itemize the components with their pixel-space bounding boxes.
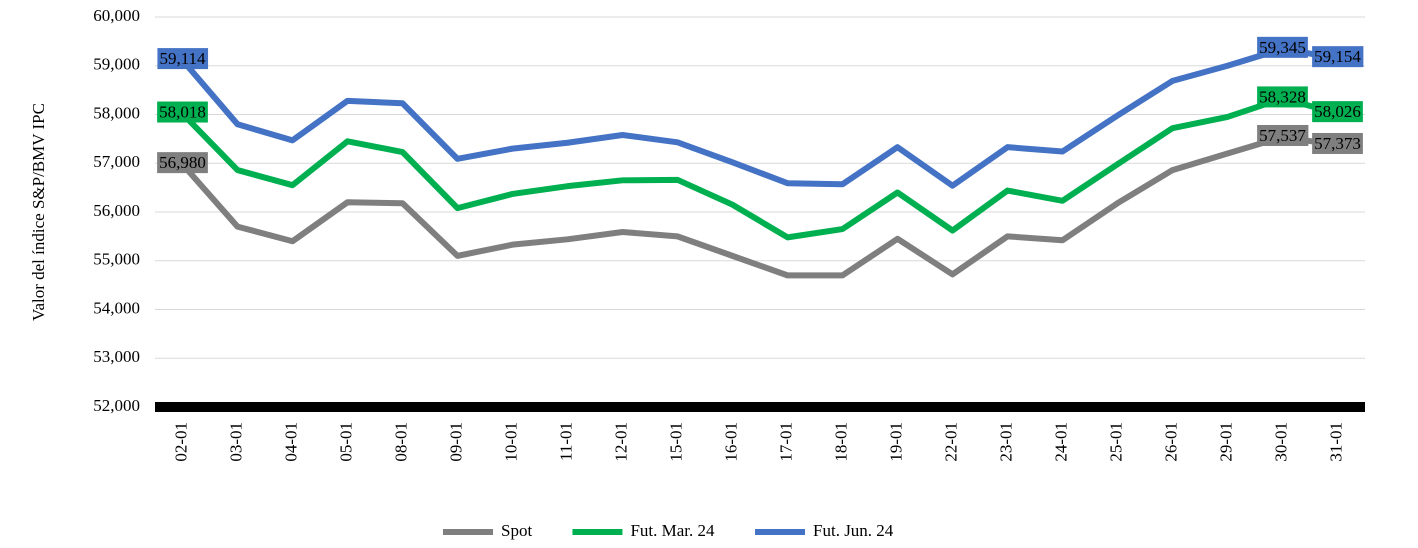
x-tick-label: 26-01 bbox=[1161, 422, 1180, 462]
y-tick-label: 60,000 bbox=[93, 6, 140, 25]
legend-label: Fut. Jun. 24 bbox=[813, 521, 894, 540]
data-label-text: 59,154 bbox=[1314, 47, 1361, 66]
data-label: 57,537 bbox=[1257, 124, 1309, 146]
y-tick-label: 55,000 bbox=[93, 250, 140, 269]
data-label-text: 56,980 bbox=[159, 153, 206, 172]
data-label-box bbox=[1257, 86, 1308, 108]
x-tick-label: 23-01 bbox=[996, 422, 1015, 462]
x-tick-label: 05-01 bbox=[336, 422, 355, 462]
x-tick-label: 30-01 bbox=[1271, 422, 1290, 462]
data-label-text: 59,114 bbox=[159, 49, 206, 68]
x-tick-label: 04-01 bbox=[281, 422, 300, 462]
data-label-box bbox=[157, 48, 209, 70]
data-label-box bbox=[1312, 46, 1364, 68]
x-tick-label: 29-01 bbox=[1216, 422, 1235, 462]
data-label-box bbox=[157, 101, 208, 123]
data-label: 58,018 bbox=[157, 101, 208, 123]
x-tick-label: 03-01 bbox=[226, 422, 245, 462]
x-tick-label: 31-01 bbox=[1326, 422, 1345, 462]
x-tick-label: 08-01 bbox=[391, 422, 410, 462]
data-label-text: 57,373 bbox=[1314, 134, 1361, 153]
data-label-text: 58,328 bbox=[1259, 87, 1306, 106]
x-tick-label: 18-01 bbox=[831, 422, 850, 462]
data-label: 59,345 bbox=[1257, 36, 1308, 58]
x-tick-label: 15-01 bbox=[666, 422, 685, 462]
data-label-box bbox=[1312, 132, 1363, 154]
x-tick-label: 17-01 bbox=[776, 422, 795, 462]
x-tick-label: 24-01 bbox=[1051, 422, 1070, 462]
x-tick-label: 19-01 bbox=[886, 422, 905, 462]
series-line bbox=[180, 134, 1338, 279]
x-tick-label: 09-01 bbox=[446, 422, 465, 462]
x-tick-label: 02-01 bbox=[171, 422, 190, 462]
series-line bbox=[180, 95, 1339, 241]
data-label: 59,154 bbox=[1312, 46, 1364, 68]
x-tick-label: 12-01 bbox=[611, 422, 630, 462]
y-tick-label: 53,000 bbox=[93, 347, 140, 366]
y-tick-label: 58,000 bbox=[93, 103, 140, 122]
data-label-box bbox=[1312, 101, 1363, 123]
series-line bbox=[180, 45, 1339, 189]
y-tick-label: 52,000 bbox=[93, 396, 140, 415]
x-tick-label: 11-01 bbox=[556, 422, 575, 461]
y-tick-label: 54,000 bbox=[93, 298, 140, 317]
legend-label: Spot bbox=[501, 521, 532, 540]
data-label-box bbox=[157, 152, 208, 174]
x-tick-label: 16-01 bbox=[721, 422, 740, 462]
data-label: 58,026 bbox=[1312, 101, 1363, 123]
y-axis-label: Valor del índice S&P/BMV IPC bbox=[29, 103, 48, 321]
data-label: 58,328 bbox=[1257, 86, 1308, 108]
data-label-box bbox=[1257, 36, 1308, 58]
data-label: 57,373 bbox=[1312, 132, 1363, 154]
x-tick-label: 22-01 bbox=[941, 422, 960, 462]
y-tick-label: 57,000 bbox=[93, 152, 140, 171]
y-tick-label: 56,000 bbox=[93, 201, 140, 220]
legend-label: Fut. Mar. 24 bbox=[630, 521, 715, 540]
data-label-text: 58,018 bbox=[159, 103, 206, 122]
x-tick-label: 25-01 bbox=[1106, 422, 1125, 462]
data-label: 56,980 bbox=[157, 152, 208, 174]
data-label-text: 57,537 bbox=[1259, 126, 1306, 145]
data-label-text: 59,345 bbox=[1259, 38, 1306, 57]
data-label-text: 58,026 bbox=[1314, 102, 1361, 121]
data-label-box bbox=[1257, 124, 1309, 146]
x-tick-label: 10-01 bbox=[501, 422, 520, 462]
data-label: 59,114 bbox=[157, 48, 209, 70]
y-tick-label: 59,000 bbox=[93, 55, 140, 74]
